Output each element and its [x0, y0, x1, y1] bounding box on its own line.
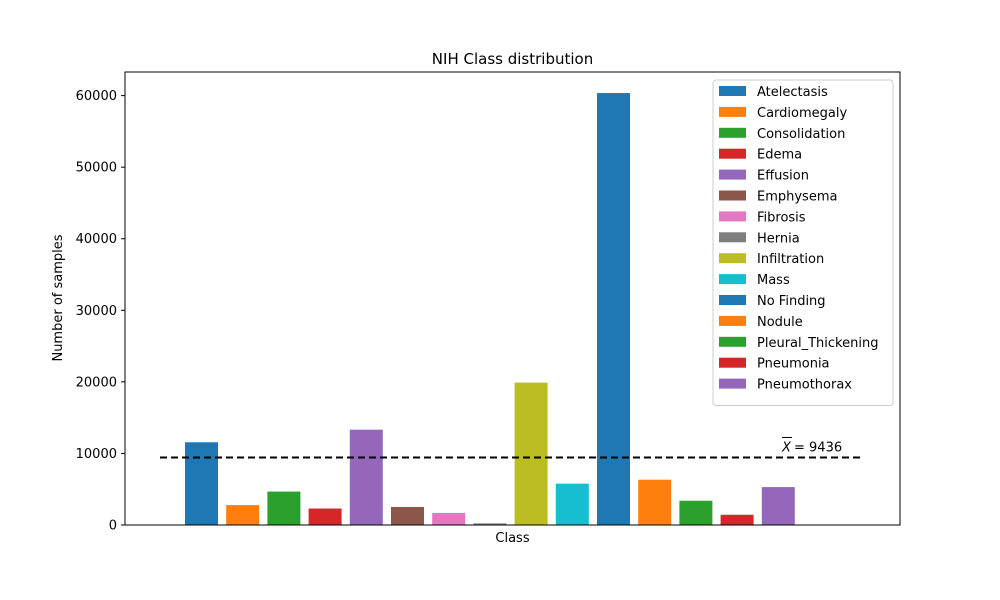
legend-label: Edema — [757, 148, 802, 163]
legend-label: Effusion — [757, 169, 809, 184]
x-axis-label: Class — [495, 531, 529, 546]
bar-fibrosis — [432, 512, 466, 525]
legend-box — [712, 79, 894, 406]
legend-label: Consolidation — [757, 127, 845, 142]
legend-label: Nodule — [757, 315, 803, 330]
legend-swatch — [719, 378, 746, 389]
legend-label: Mass — [757, 273, 790, 288]
bar-emphysema — [391, 506, 424, 525]
mean-line-layer: X = 9436 — [160, 436, 864, 459]
legend-label: Atelectasis — [757, 85, 828, 100]
legend-swatch — [719, 86, 746, 96]
bar-nodule — [638, 479, 672, 525]
y-tick-label: 50000 — [76, 161, 117, 176]
legend-label: No Finding — [757, 294, 826, 309]
y-tick-label: 60000 — [76, 89, 117, 104]
legend-label: Pneumonia — [757, 357, 830, 372]
legend-label: Emphysema — [757, 190, 837, 205]
bar-cardiomegaly — [226, 505, 260, 525]
legend-swatch — [719, 357, 746, 368]
bar-effusion — [349, 429, 383, 525]
y-tick-label: 10000 — [76, 447, 117, 462]
bar-atelectasis — [185, 442, 218, 525]
legend-swatch — [719, 190, 746, 201]
bar-consolidation — [267, 491, 301, 525]
legend-swatch — [719, 169, 746, 180]
legend-swatch — [719, 253, 746, 264]
bars-layer — [185, 93, 795, 525]
legend-swatch — [719, 295, 746, 305]
legend-swatch — [719, 274, 746, 285]
bar-pleural-thickening — [679, 500, 713, 525]
legend-swatch — [719, 232, 746, 243]
legend-label: Pneumothorax — [757, 378, 852, 393]
legend-swatch — [719, 106, 746, 117]
legend-swatch — [719, 315, 746, 326]
legend-label: Infiltration — [757, 252, 824, 267]
axes-layer: 0 10000 20000 30000 40000 50000 60000 — [76, 71, 901, 534]
bar-hernia — [473, 523, 507, 525]
bar-mass — [555, 483, 589, 525]
plot-frame — [124, 71, 901, 526]
y-tick-label: 30000 — [76, 304, 117, 319]
y-tick-label: 0 — [109, 519, 117, 534]
bar-infiltration — [514, 382, 548, 525]
legend-swatch — [719, 336, 746, 347]
legend-label: Fibrosis — [757, 210, 806, 225]
legend-label: Cardiomegaly — [757, 106, 847, 121]
bar-no-finding — [597, 93, 630, 525]
y-axis-label: Number of samples — [51, 234, 66, 361]
bar-edema — [308, 508, 342, 525]
y-tick-label: 40000 — [76, 232, 117, 247]
chart-title: NIH Class distribution — [432, 50, 593, 68]
legend-label: Pleural_Thickening — [757, 336, 878, 351]
legend: Atelectasis Cardiomegaly Consolidation Edem… — [712, 79, 894, 406]
y-tick-label: 20000 — [76, 375, 117, 390]
legend-label: Hernia — [757, 231, 800, 246]
legend-swatch — [719, 148, 746, 159]
bar-pneumothorax — [761, 487, 795, 525]
legend-swatch — [719, 127, 746, 138]
mean-label: = 9436 — [794, 440, 842, 455]
bar-pneumonia — [720, 514, 754, 525]
mean-symbol: X — [781, 440, 792, 455]
legend-swatch — [719, 211, 746, 222]
